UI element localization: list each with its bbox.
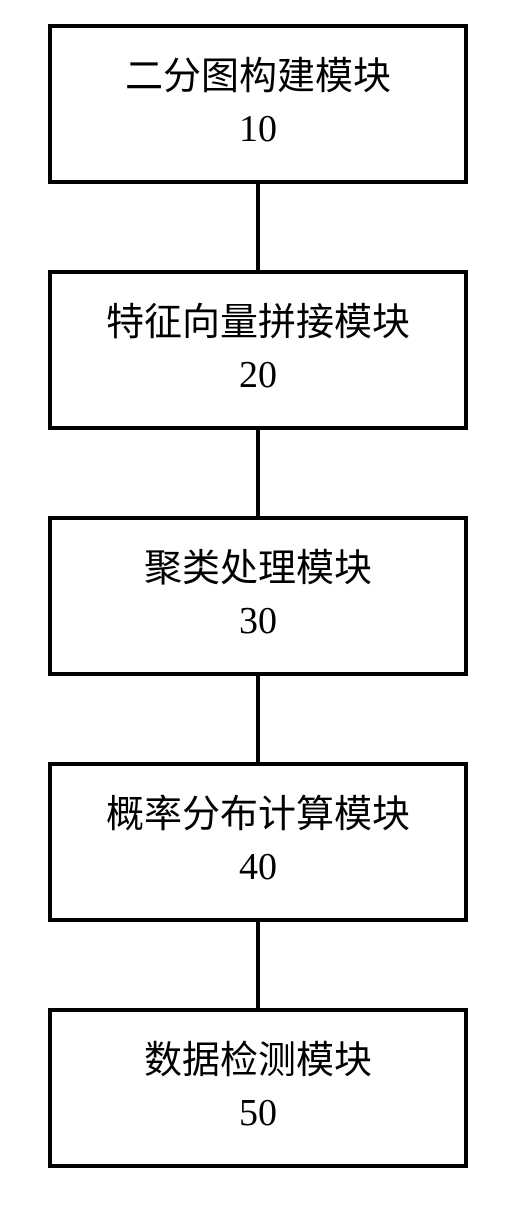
node-title: 聚类处理模块 — [144, 547, 372, 593]
flowchart-edge — [256, 184, 260, 270]
node-number: 40 — [239, 845, 277, 891]
flowchart-node: 特征向量拼接模块 20 — [48, 270, 468, 430]
flowchart-node: 聚类处理模块 30 — [48, 516, 468, 676]
node-number: 50 — [239, 1091, 277, 1137]
flowchart-node: 概率分布计算模块 40 — [48, 762, 468, 922]
node-number: 10 — [239, 107, 277, 153]
node-title: 特征向量拼接模块 — [106, 301, 410, 347]
flowchart-edge — [256, 922, 260, 1008]
flowchart-node: 数据检测模块 50 — [48, 1008, 468, 1168]
flowchart-edge — [256, 430, 260, 516]
node-title: 概率分布计算模块 — [106, 793, 410, 839]
flowchart-edge — [256, 676, 260, 762]
node-number: 30 — [239, 599, 277, 645]
node-title: 二分图构建模块 — [125, 55, 391, 101]
flowchart-node: 二分图构建模块 10 — [48, 24, 468, 184]
node-number: 20 — [239, 353, 277, 399]
flowchart-canvas: 二分图构建模块 10 特征向量拼接模块 20 聚类处理模块 30 概率分布计算模… — [0, 0, 518, 1224]
node-title: 数据检测模块 — [144, 1039, 372, 1085]
